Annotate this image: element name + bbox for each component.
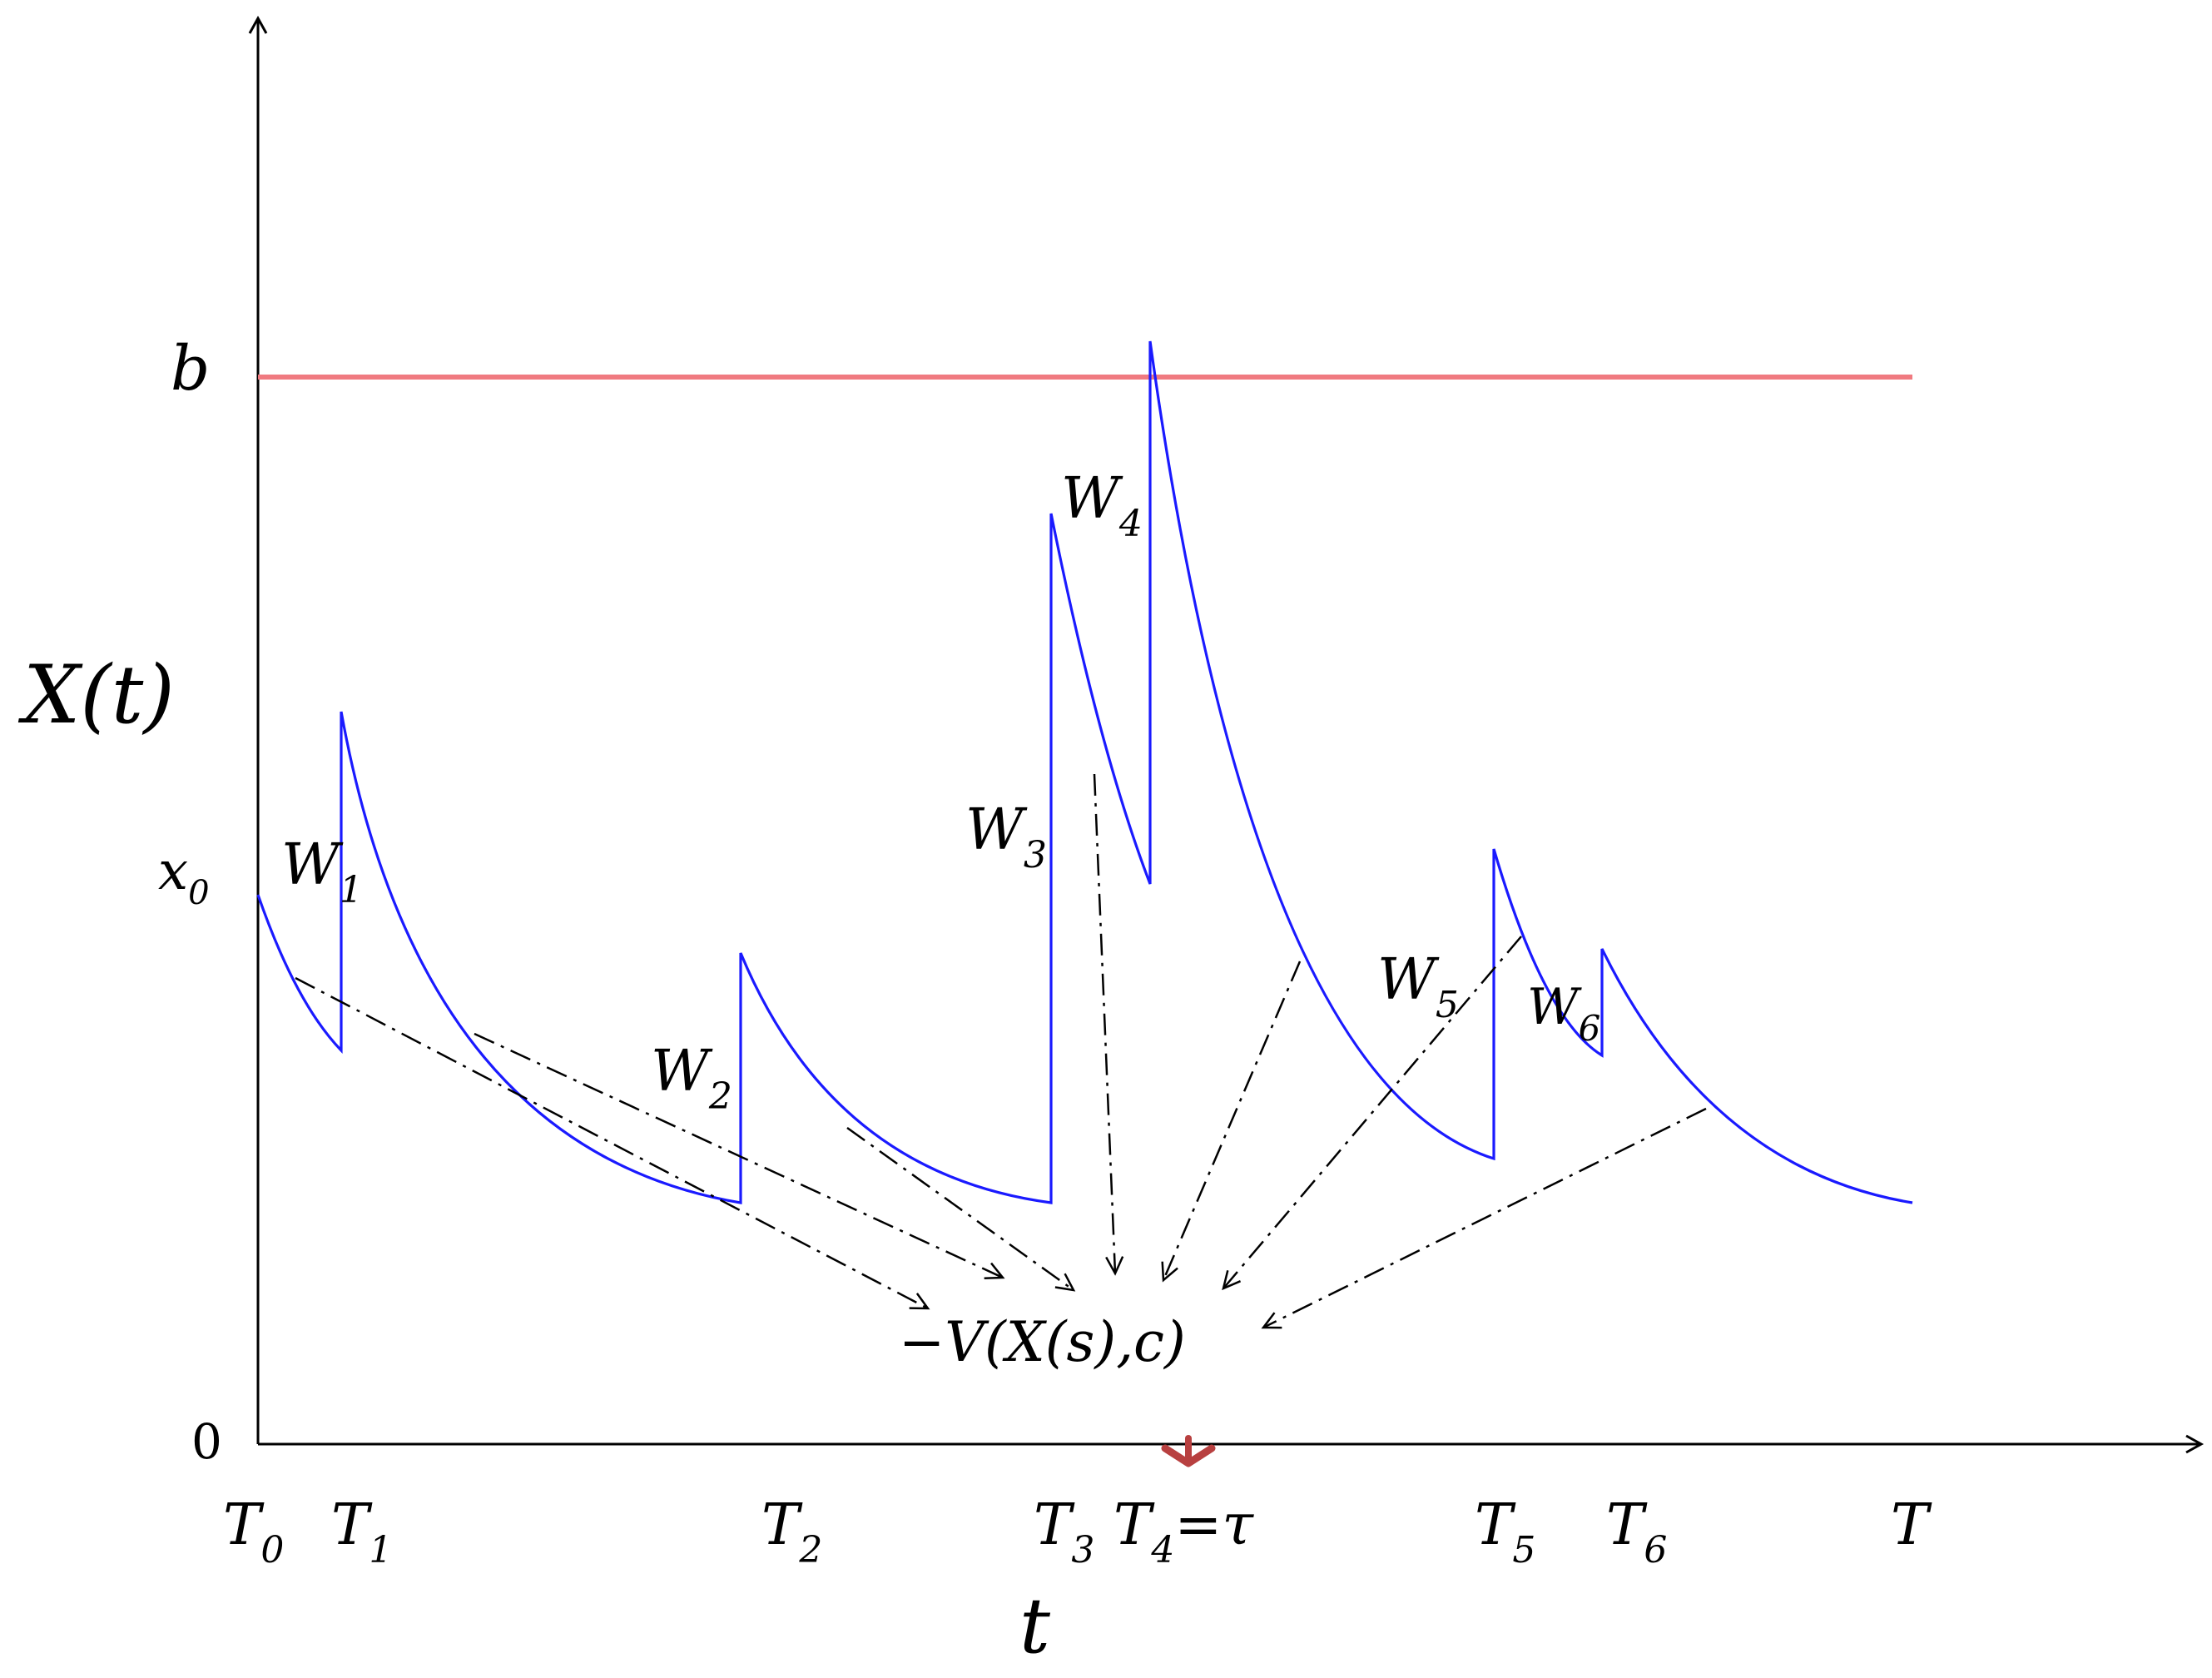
time-label-t4: T4=τ: [1113, 1492, 1254, 1571]
origin-label: 0: [191, 1413, 222, 1470]
jump-label-w1: W1: [281, 832, 363, 911]
time-label-horizon: T: [1891, 1492, 1932, 1558]
jump-label-w4: W4: [1061, 466, 1143, 545]
arrow-2: [474, 1032, 1005, 1279]
arrow-4: [1093, 773, 1124, 1276]
arrow-5: [1161, 961, 1302, 1283]
arrow-6: [1222, 936, 1522, 1291]
threshold-label: b: [171, 333, 210, 405]
x-axis-label: t: [1019, 1581, 1051, 1671]
time-label-t6: T6: [1606, 1492, 1667, 1571]
start-value-label: x0: [158, 841, 210, 912]
y-axis-label: X(t): [17, 648, 175, 742]
decay-arrows: [295, 773, 1707, 1329]
time-label-t3: T3: [1034, 1492, 1094, 1571]
jump-label-w3: W3: [965, 797, 1047, 876]
jump-label-w2: W2: [651, 1039, 732, 1118]
jump-label-w6: W6: [1527, 978, 1600, 1049]
time-label-t2: T2: [761, 1492, 822, 1571]
arrow-7: [1261, 1107, 1707, 1329]
arrow-3: [846, 1126, 1076, 1292]
arrow-1: [295, 976, 930, 1310]
time-label-t1: T1: [331, 1492, 392, 1571]
decay-term-label: −V(X(s),c): [899, 1310, 1186, 1374]
jump-label-w5: W5: [1377, 947, 1459, 1026]
time-label-t5: T5: [1475, 1492, 1535, 1571]
sample-path: [256, 340, 1913, 1204]
time-label-t0: T0: [223, 1492, 284, 1571]
